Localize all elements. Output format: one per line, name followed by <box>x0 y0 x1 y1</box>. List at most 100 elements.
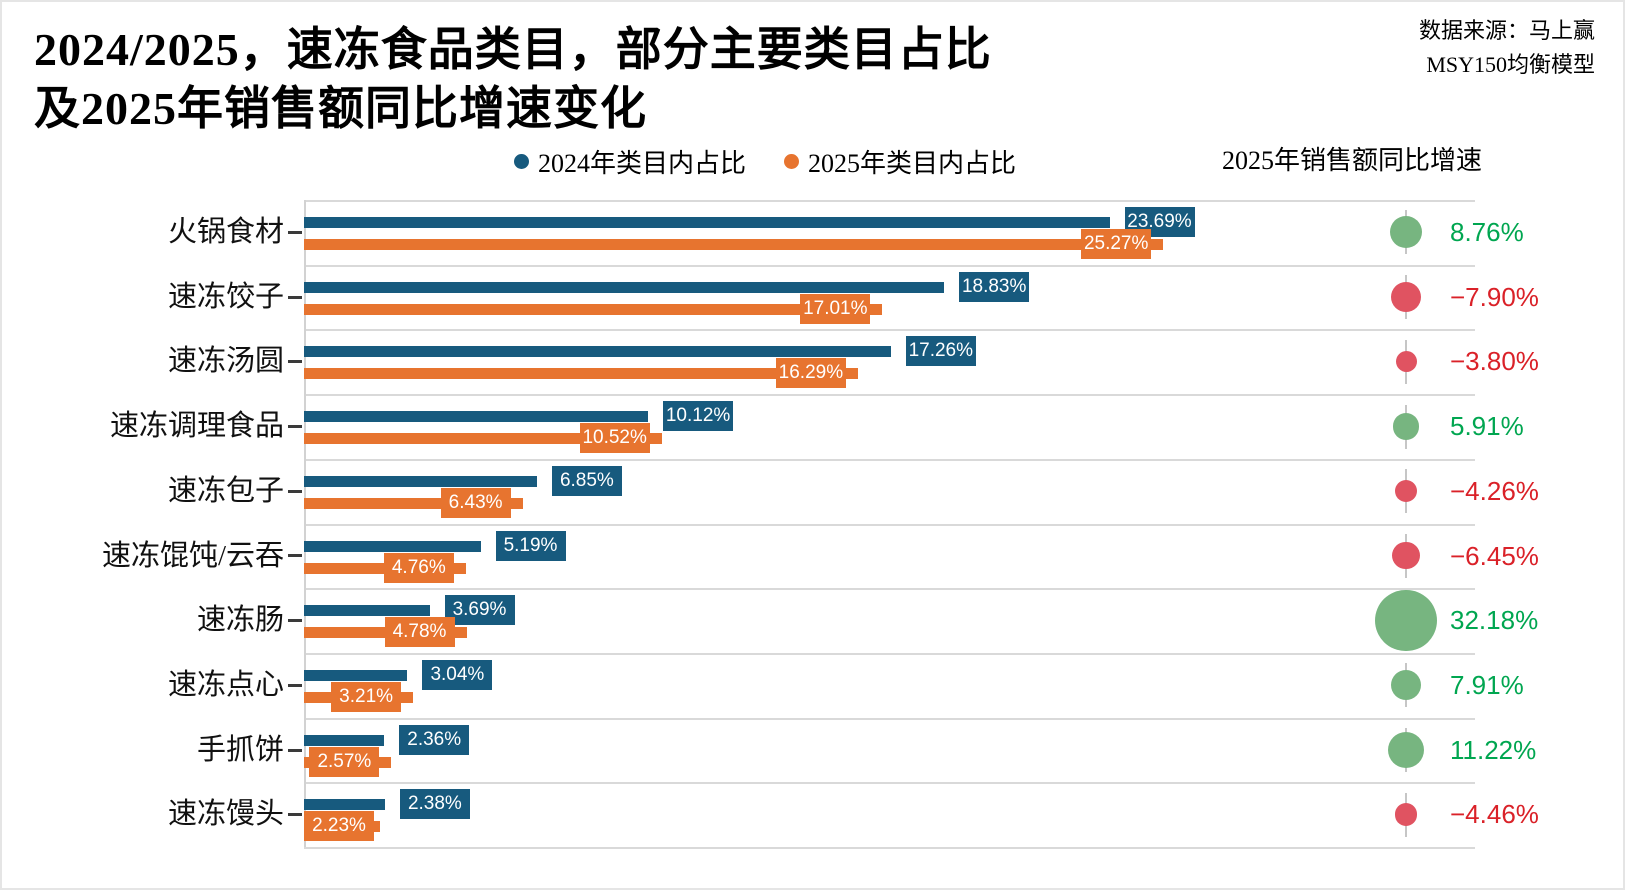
category-tick-icon <box>288 230 302 234</box>
value-label-2025: 2.23% <box>304 811 374 842</box>
growth-value-label: 8.76% <box>1450 217 1524 247</box>
title-line-2: 及2025年销售额同比增速变化 <box>34 83 647 134</box>
growth-marker-circle <box>1392 413 1420 440</box>
category-label: 速冻肠 <box>196 604 284 637</box>
category-tick-icon <box>288 295 302 299</box>
title-line-1: 2024/2025，速冻食品类目，部分主要类目占比 <box>34 24 992 75</box>
value-label-2024: 17.26% <box>905 336 976 367</box>
category-label: 速冻饺子 <box>167 280 284 313</box>
bar-2025 <box>304 239 1164 250</box>
category-label: 速冻汤圆 <box>167 345 284 378</box>
growth-marker-circle <box>1394 803 1418 826</box>
bar-2024 <box>304 799 385 811</box>
category-tick-icon <box>288 813 302 817</box>
bar-2024 <box>304 540 481 552</box>
growth-value-label: −4.26% <box>1450 475 1539 506</box>
category-tick-icon <box>288 683 302 687</box>
bar-2024 <box>304 669 408 681</box>
growth-marker-circle <box>1395 351 1417 373</box>
legend-dot-2024-icon <box>514 153 529 169</box>
growth-value-label: −4.46% <box>1450 799 1539 830</box>
growth-marker-circle <box>1375 589 1437 652</box>
value-label-2025: 16.29% <box>775 358 846 389</box>
value-label-2024: 23.69% <box>1124 207 1195 237</box>
growth-marker-circle <box>1392 542 1420 570</box>
value-label-2025: 17.01% <box>800 293 871 324</box>
gridline <box>304 200 1475 202</box>
bar-2024 <box>304 217 1110 228</box>
value-label-2025: 10.52% <box>579 423 650 454</box>
gridline <box>304 264 1475 267</box>
legend-item-2024: 2024年类目内占比 <box>514 143 746 180</box>
bar-2024 <box>304 475 537 487</box>
category-tick-icon <box>288 425 302 428</box>
growth-column-header: 2025年销售额同比增速 <box>1221 146 1482 175</box>
growth-value-label: −7.90% <box>1450 281 1539 312</box>
bar-2024 <box>304 605 430 617</box>
gridline <box>304 652 1475 655</box>
bar-2024 <box>304 734 385 746</box>
growth-value-label: 7.91% <box>1450 669 1524 700</box>
growth-value-label: −6.45% <box>1450 540 1539 571</box>
bar-2024 <box>304 411 649 423</box>
bar-2025 <box>304 433 662 445</box>
source-line-2: MSY150均衡模型 <box>1426 52 1595 77</box>
data-source: 数据来源：马上赢 MSY150均衡模型 <box>1419 14 1595 82</box>
growth-value-label: 32.18% <box>1450 605 1539 636</box>
gridline <box>304 523 1475 526</box>
gridline <box>304 458 1475 461</box>
bar-2024 <box>304 346 891 358</box>
value-label-2025: 6.43% <box>440 487 511 518</box>
growth-marker-circle <box>1390 281 1422 313</box>
category-label: 火锅食材 <box>167 216 284 248</box>
value-label-2024: 6.85% <box>551 465 622 496</box>
category-tick-icon <box>288 619 302 623</box>
value-label-2024: 3.69% <box>444 595 515 626</box>
legend: 2024年类目内占比 2025年类目内占比 <box>514 142 1016 180</box>
value-label-2024: 10.12% <box>663 401 734 432</box>
value-label-2025: 3.21% <box>331 681 402 712</box>
gridline <box>304 588 1475 591</box>
bar-2024 <box>304 281 945 293</box>
value-label-2024: 5.19% <box>495 530 566 561</box>
value-label-2025: 2.57% <box>309 746 380 777</box>
bar-2025 <box>304 303 883 315</box>
legend-item-2025: 2025年类目内占比 <box>784 143 1016 180</box>
legend-dot-2025-icon <box>784 153 800 169</box>
value-label-2024: 2.36% <box>399 724 470 755</box>
bar-2025 <box>304 368 858 380</box>
growth-marker-circle <box>1390 670 1422 701</box>
growth-marker-circle <box>1390 216 1422 249</box>
page-title: 2024/2025，速冻食品类目，部分主要类目占比 及2025年销售额同比增速变… <box>34 20 992 138</box>
growth-marker-circle <box>1394 480 1418 503</box>
source-line-1: 数据来源：马上赢 <box>1418 18 1595 43</box>
bar-2025 <box>304 497 523 509</box>
gridline <box>304 717 1475 720</box>
category-tick-icon <box>288 489 302 493</box>
category-label: 速冻馒头 <box>167 798 284 831</box>
category-label: 速冻调理食品 <box>109 410 284 443</box>
category-label: 速冻点心 <box>167 668 284 701</box>
category-tick-icon <box>288 360 302 364</box>
category-label: 速冻包子 <box>167 474 284 507</box>
growth-marker-circle <box>1387 731 1425 769</box>
value-label-2024: 18.83% <box>959 271 1030 302</box>
legend-label-2024: 2024年类目内占比 <box>538 148 747 178</box>
value-label-2024: 2.38% <box>399 789 470 820</box>
category-tick-icon <box>288 748 302 752</box>
value-label-2025: 4.76% <box>383 552 454 583</box>
gridline <box>304 782 1475 785</box>
gridline <box>304 394 1475 397</box>
category-label: 速冻馄饨/云吞 <box>101 539 284 572</box>
legend-label-2025: 2025年类目内占比 <box>808 148 1017 178</box>
value-axis-line <box>304 200 306 847</box>
value-label-2024: 3.04% <box>422 659 493 690</box>
category-tick-icon <box>288 554 302 558</box>
growth-value-label: 11.22% <box>1450 734 1537 765</box>
value-label-2025: 25.27% <box>1081 229 1152 259</box>
gridline <box>304 847 1475 849</box>
value-label-2025: 4.78% <box>384 617 455 648</box>
growth-value-label: 5.91% <box>1450 411 1524 442</box>
